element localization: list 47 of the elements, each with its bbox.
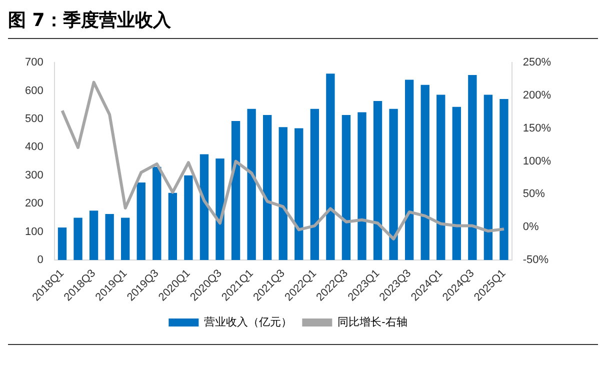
y-tick-label: 0 [37,254,44,266]
y-tick-label: 100 [24,226,44,238]
y2-tick-label: 50% [522,188,546,200]
bar [468,75,477,260]
y2-tick-label: 0% [522,221,539,234]
bar [484,94,493,260]
bar [152,166,162,260]
bar [358,112,366,260]
legend-label: 营业收入（亿元） [204,316,292,329]
legend-label: 同比增长-右轴 [338,316,408,329]
bar [262,115,272,260]
bar [436,94,446,260]
bar [420,84,430,260]
bar [326,74,335,260]
bar [373,100,382,260]
bar [452,106,461,260]
bar [247,108,256,260]
bar [231,120,240,260]
bar [310,108,319,260]
bar [404,80,414,260]
bar [74,218,82,260]
bar [389,108,398,260]
bar [105,214,114,260]
y-tick-label: 500 [24,113,44,126]
bar [168,192,178,260]
bar [121,218,130,260]
bar [342,115,351,260]
y2-tick-label: 250% [522,56,552,69]
y-tick-label: 700 [24,56,44,69]
bar [136,182,146,260]
y2-tick-label: -50% [522,254,549,266]
bar [58,228,67,260]
y2-tick-label: 150% [522,122,552,134]
y-tick-label: 200 [24,198,44,210]
chart-title: 图 7：季度营业收入 [8,8,598,39]
y-tick-label: 600 [24,84,44,97]
bar [89,210,98,260]
bar [294,128,304,260]
y-tick-label: 400 [24,141,44,154]
bar [216,158,224,260]
bar [500,98,508,260]
y2-tick-label: 200% [522,90,552,102]
y2-tick-label: 100% [522,155,552,168]
y-tick-label: 300 [24,169,44,182]
bar [200,154,209,260]
bar [278,127,288,260]
bar [184,175,193,260]
